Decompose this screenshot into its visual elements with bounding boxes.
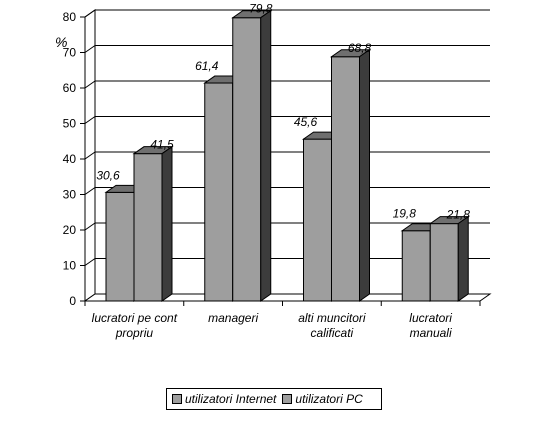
y-tick-label: 80 xyxy=(63,10,77,24)
y-tick-label: 60 xyxy=(63,81,77,95)
data-label: 79,8 xyxy=(249,2,273,16)
gridline-diagonal xyxy=(84,258,96,266)
data-label: 19,8 xyxy=(393,207,417,221)
y-tick-label: 10 xyxy=(63,259,77,273)
x-category-label: manageri xyxy=(208,311,258,325)
bar-pc-2 xyxy=(331,56,360,302)
legend-swatch-internet xyxy=(172,394,182,404)
bar-pc-0 xyxy=(133,153,163,302)
bar-internet-3 xyxy=(401,230,431,302)
gridline-diagonal xyxy=(84,45,96,53)
y-tick-label: 50 xyxy=(63,117,77,131)
gridline-diagonal xyxy=(84,222,96,231)
y-axis-label: % xyxy=(55,34,67,50)
data-label: 21,8 xyxy=(446,208,471,222)
y-tick-label: 30 xyxy=(63,188,77,202)
x-category-label: lucratori pe cont xyxy=(92,311,178,325)
bar-pc-3 xyxy=(429,223,459,302)
x-category-label: manuali xyxy=(410,326,452,340)
legend: utilizatori Internet utilizatori PC xyxy=(166,388,382,410)
bar-side-1-3 xyxy=(457,215,469,302)
bar-side-1-0 xyxy=(161,145,173,302)
x-category-label: propriu xyxy=(115,326,154,340)
x-category-label: calificati xyxy=(311,326,354,340)
bar-internet-0 xyxy=(105,191,135,302)
gridline-diagonal xyxy=(84,116,96,124)
bar-pc-1 xyxy=(232,17,262,302)
gridline-diagonal xyxy=(84,187,96,195)
y-tick-label: 70 xyxy=(63,46,77,60)
data-label: 30,6 xyxy=(96,168,120,182)
legend-label-pc: utilizatori PC xyxy=(295,392,363,406)
y-tick-label: 40 xyxy=(63,152,77,166)
y-tick-label: 20 xyxy=(63,223,77,237)
data-label: 45,6 xyxy=(294,115,318,129)
gridline-diagonal xyxy=(84,80,96,89)
bar-internet-2 xyxy=(303,138,332,302)
data-label: 61,4 xyxy=(195,59,219,73)
data-label: 68,8 xyxy=(348,41,372,55)
gridline-diagonal xyxy=(84,9,96,18)
legend-label-internet: utilizatori Internet xyxy=(185,392,277,406)
bar-side-1-2 xyxy=(359,48,370,302)
x-category-label: lucratori xyxy=(409,311,452,325)
bar-side-1-1 xyxy=(260,9,272,302)
legend-swatch-pc xyxy=(282,394,293,404)
gridline-diagonal xyxy=(84,151,96,160)
y-tick-label: 0 xyxy=(69,294,76,308)
bar-internet-1 xyxy=(204,82,234,302)
legend-item-pc: utilizatori PC xyxy=(282,392,363,406)
legend-item-internet: utilizatori Internet xyxy=(172,392,276,406)
data-label: 41,5 xyxy=(150,138,174,152)
x-category-label: alti muncitori xyxy=(298,311,366,325)
